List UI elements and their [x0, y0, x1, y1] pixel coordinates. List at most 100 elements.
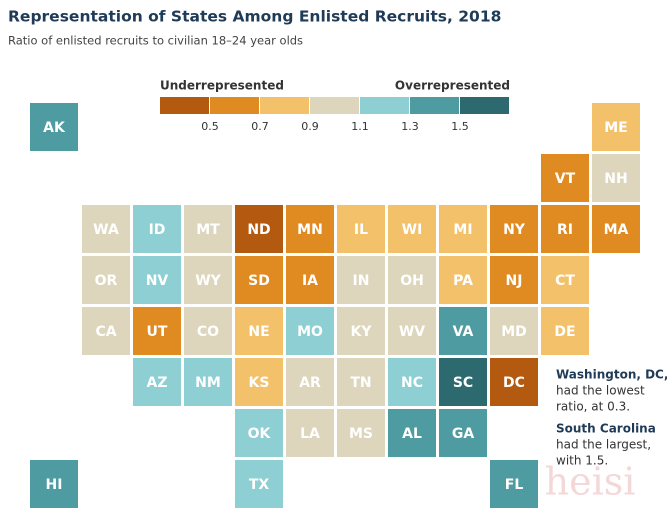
legend-high-label: Overrepresented — [395, 79, 510, 93]
state-label: AK — [43, 120, 66, 136]
state-label: UT — [147, 324, 168, 340]
state-tile — [592, 103, 640, 151]
state-tile — [286, 409, 334, 457]
legend-tick-label: 0.9 — [301, 120, 319, 133]
state-label: WA — [93, 222, 119, 238]
state-label: ME — [604, 120, 628, 136]
state-tile — [30, 103, 78, 151]
state-label: OR — [95, 273, 118, 289]
state-tile — [133, 205, 181, 253]
annotation-text: with 1.5. — [556, 454, 608, 468]
state-tile — [337, 205, 385, 253]
legend-swatch — [460, 97, 509, 114]
state-label: ID — [149, 222, 166, 238]
state-label: CA — [95, 324, 116, 340]
state-tile — [388, 307, 436, 355]
state-tile — [490, 460, 538, 508]
legend-swatch — [360, 97, 409, 114]
state-label: MS — [349, 426, 373, 442]
state-tile — [490, 256, 538, 304]
state-tile — [337, 358, 385, 406]
state-label: OK — [248, 426, 272, 442]
state-label: WV — [399, 324, 425, 340]
state-tile — [388, 256, 436, 304]
state-label: MD — [501, 324, 527, 340]
state-tile — [388, 205, 436, 253]
legend-low-label: Underrepresented — [160, 79, 284, 93]
state-label: AR — [299, 375, 321, 391]
state-tile — [286, 358, 334, 406]
state-label: KY — [351, 324, 373, 340]
state-tile — [541, 256, 589, 304]
state-tile — [490, 307, 538, 355]
state-tile — [235, 409, 283, 457]
tiles: AK ME VT NH WA ID MT ND MN IL WI MI NY RI MA OR NV WY SD IA… — [30, 103, 640, 508]
state-tile — [184, 358, 232, 406]
state-label: FL — [505, 477, 524, 493]
state-tile — [235, 307, 283, 355]
state-tile — [235, 256, 283, 304]
legend-swatch — [160, 97, 209, 114]
legend-tick-label: 1.1 — [351, 120, 369, 133]
subtitle: Ratio of enlisted recruits to civilian 1… — [8, 34, 303, 48]
state-label: WY — [195, 273, 221, 289]
state-tile — [337, 409, 385, 457]
state-label: MN — [297, 222, 323, 238]
state-label: TX — [249, 477, 270, 493]
state-label: SC — [453, 375, 473, 391]
state-tile — [337, 256, 385, 304]
legend-tick-label: 1.5 — [451, 120, 469, 133]
state-tile — [235, 358, 283, 406]
state-tile — [30, 460, 78, 508]
state-tile — [490, 205, 538, 253]
state-label: MA — [604, 222, 629, 238]
state-label: NM — [195, 375, 221, 391]
state-tile — [82, 307, 130, 355]
state-tile — [439, 358, 487, 406]
state-label: TN — [350, 375, 371, 391]
state-tile — [439, 409, 487, 457]
state-label: MT — [196, 222, 220, 238]
state-tile — [337, 307, 385, 355]
legend-tick-label: 0.7 — [251, 120, 269, 133]
state-label: VT — [555, 171, 576, 187]
state-label: OH — [400, 273, 424, 289]
state-tile — [439, 307, 487, 355]
state-label: GA — [452, 426, 474, 442]
state-tile — [184, 205, 232, 253]
title: Representation of States Among Enlisted … — [8, 8, 501, 26]
legend-swatch — [410, 97, 459, 114]
annotation-text: ratio, at 0.3. — [556, 400, 630, 414]
state-tile — [592, 154, 640, 202]
state-label: PA — [453, 273, 473, 289]
annotation-text: had the lowest — [556, 384, 645, 398]
annotation-text: had the largest, — [556, 438, 651, 452]
state-label: NV — [146, 273, 169, 289]
state-tile — [439, 256, 487, 304]
state-label: CO — [197, 324, 219, 340]
state-label: NE — [248, 324, 269, 340]
state-label: SD — [248, 273, 270, 289]
state-label: ND — [247, 222, 270, 238]
legend-tick-label: 0.5 — [201, 120, 219, 133]
state-label: AZ — [147, 375, 168, 391]
state-label: WI — [402, 222, 423, 238]
annotation-heading: South Carolina — [556, 422, 656, 436]
state-label: NJ — [506, 273, 523, 289]
state-tile — [541, 307, 589, 355]
state-label: NH — [604, 171, 627, 187]
state-label: IA — [302, 273, 318, 289]
state-label: CT — [555, 273, 575, 289]
state-tile — [184, 307, 232, 355]
state-label: HI — [46, 477, 63, 493]
legend-tick-label: 1.3 — [401, 120, 419, 133]
state-label: MO — [297, 324, 323, 340]
state-label: LA — [300, 426, 320, 442]
legend-swatch — [210, 97, 259, 114]
state-label: NC — [401, 375, 423, 391]
state-tile — [82, 205, 130, 253]
state-label: NY — [503, 222, 526, 238]
state-label: KS — [249, 375, 270, 391]
state-tile — [133, 256, 181, 304]
